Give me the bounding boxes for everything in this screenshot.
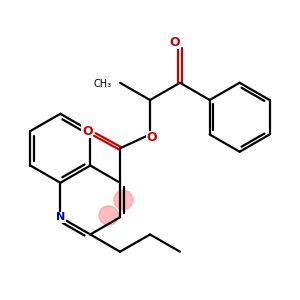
Text: CH₃: CH₃ — [93, 80, 111, 89]
Circle shape — [99, 206, 118, 225]
Text: N: N — [56, 212, 65, 222]
Text: O: O — [146, 131, 157, 144]
Text: O: O — [82, 124, 93, 137]
Text: O: O — [169, 36, 180, 49]
Circle shape — [114, 190, 133, 210]
